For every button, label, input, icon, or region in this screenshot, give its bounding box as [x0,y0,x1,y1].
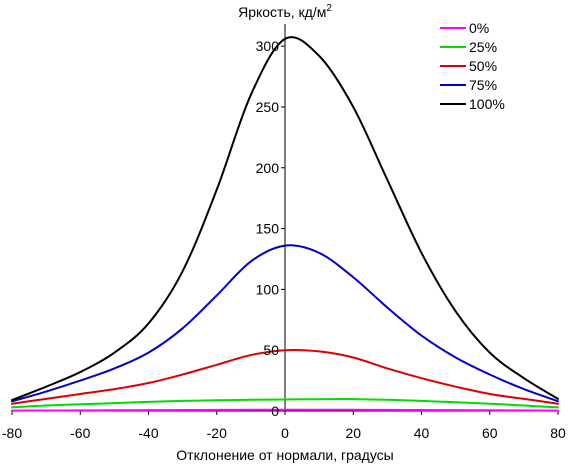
legend-label-4: 75% [469,77,497,93]
y-tick-label: 300 [256,38,280,54]
x-tick-label: 0 [281,425,289,441]
legend-label-5: 100% [469,96,505,112]
labels-layer: -80 -60 -40 -20 0 20 40 60 80 0 50 100 150 200 250 300 О… [2,3,566,463]
y-tick-label: 50 [263,342,279,358]
legend-label-3: 50% [469,58,497,74]
y-tick-label: 150 [256,221,280,237]
y-tick-label: 0 [271,403,279,419]
legend: 0% 25% 50% 75% 100% [440,20,505,112]
x-tick-label: 80 [550,425,566,441]
x-tick-label: 60 [482,425,498,441]
x-tick-label: -60 [70,425,90,441]
x-axis-title: Отклонение от нормали, градусы [176,447,393,463]
y-tick-label: 100 [256,281,280,297]
series-line-5 [11,36,559,402]
x-tick-label: -40 [138,425,158,441]
x-tick-label: -20 [207,425,227,441]
x-tick-label: -80 [2,425,22,441]
series-line-4 [11,244,559,403]
series-line-2 [11,398,559,409]
y-axis-title-superscript: 2 [326,3,332,14]
series-line-3 [11,348,559,405]
y-tick-label: 250 [256,99,280,115]
legend-label-2: 25% [469,39,497,55]
series-line-1 [11,408,559,412]
y-axis-title-main: Яркость, кд/м [238,4,326,20]
series-layer [11,36,559,412]
x-tick-label: 40 [414,425,430,441]
legend-label-1: 0% [469,20,489,36]
y-axis-title: Яркость, кд/м2 [238,3,332,20]
y-tick-label: 200 [256,160,280,176]
x-tick-label: 20 [345,425,361,441]
